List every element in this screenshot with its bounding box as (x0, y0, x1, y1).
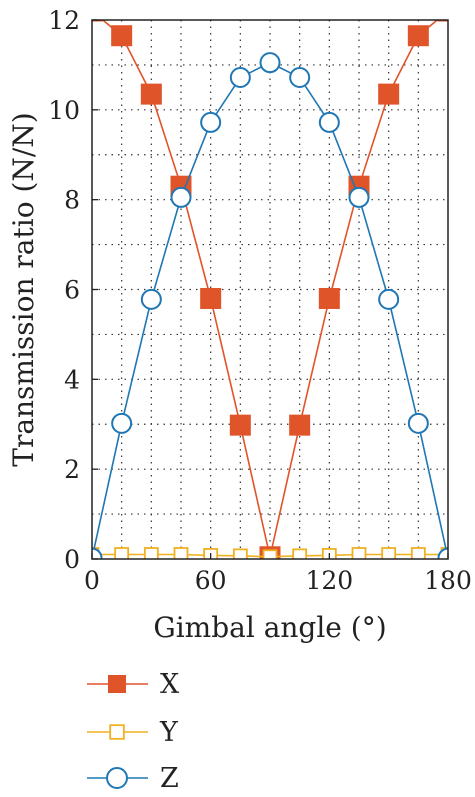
data-point-y (173, 547, 189, 559)
x-tick-label: 180 (424, 566, 472, 595)
data-point-x (378, 83, 400, 105)
data-point-z (348, 186, 370, 208)
legend-label-z: Z (160, 763, 179, 794)
y-tick-label: 10 (48, 96, 80, 125)
data-point-y (381, 547, 397, 559)
data-point-y (143, 547, 159, 559)
data-point-z (170, 186, 192, 208)
series-x (92, 20, 448, 559)
y-axis-label: Transmission ratio (N/N) (7, 112, 40, 466)
legend-marker-z (106, 767, 128, 789)
y-tick-label: 8 (64, 186, 80, 215)
data-point-y (351, 547, 367, 559)
legend-label-y: Y (159, 717, 179, 748)
data-point-z (318, 111, 340, 133)
data-point-y (114, 547, 130, 559)
data-point-x (229, 414, 251, 436)
x-tick-label: 60 (195, 566, 227, 595)
x-tick-label: 0 (84, 566, 100, 595)
legend-label-x: X (160, 669, 180, 700)
y-tick-label: 4 (64, 365, 80, 394)
tick-labels: 0 60 120 180 0 2 4 6 8 10 12 (48, 6, 472, 595)
data-point-z (437, 547, 448, 559)
data-point-z (259, 52, 281, 74)
data-point-z (200, 111, 222, 133)
data-point-z (111, 412, 133, 434)
data-point-y (262, 549, 278, 559)
data-point-x (318, 287, 340, 309)
data-point-z (378, 288, 400, 310)
x-tick-label: 120 (305, 566, 353, 595)
data-point-x (111, 25, 133, 47)
data-point-x (289, 414, 311, 436)
series-z (92, 52, 448, 559)
data-point-z (92, 547, 103, 559)
data-point-z (229, 66, 251, 88)
legend: XYZ (87, 669, 180, 794)
data-point-y (292, 548, 308, 559)
data-point-y (232, 548, 248, 559)
data-point-z (289, 66, 311, 88)
data-point-x (140, 83, 162, 105)
y-tick-label: 2 (64, 455, 80, 484)
data-point-y (410, 547, 426, 559)
y-tick-label: 12 (48, 6, 80, 35)
data-point-x (407, 25, 429, 47)
data-point-z (407, 412, 429, 434)
x-axis-label: Gimbal angle (°) (153, 611, 386, 644)
legend-marker-y (109, 724, 125, 740)
y-tick-label: 6 (64, 276, 80, 305)
y-tick-label: 0 (64, 545, 80, 574)
data-point-z (140, 288, 162, 310)
data-point-x (200, 287, 222, 309)
legend-marker-x (108, 675, 126, 693)
